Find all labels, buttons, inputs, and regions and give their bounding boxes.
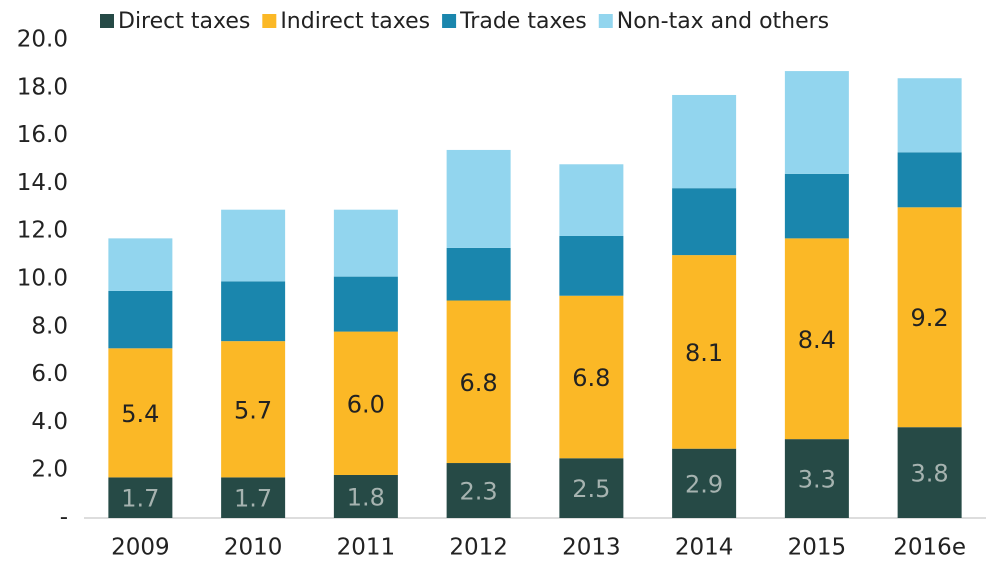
data-label: 2.9 — [685, 470, 723, 498]
bar-segment — [108, 290, 173, 349]
bar-segment — [897, 78, 962, 153]
data-label: 3.3 — [798, 466, 836, 494]
bar-segment — [897, 427, 962, 518]
bar-segment — [559, 235, 624, 296]
bar-segment — [108, 238, 173, 291]
data-label: 6.0 — [347, 390, 385, 418]
x-tick-label: 2009 — [111, 535, 170, 561]
bar-segment — [221, 209, 286, 282]
data-label: 1.8 — [347, 483, 385, 511]
bar-segment — [672, 188, 737, 256]
data-label: 6.8 — [572, 364, 610, 392]
bar-segment — [333, 331, 398, 475]
y-tick-label: 8.0 — [31, 313, 68, 339]
data-label: 1.7 — [121, 485, 159, 513]
data-label: 2.5 — [572, 475, 610, 503]
bar-segment — [333, 474, 398, 518]
legend-swatch — [100, 14, 114, 28]
data-label: 8.1 — [685, 339, 723, 367]
data-label: 9.2 — [911, 304, 949, 332]
bar-segment — [333, 209, 398, 277]
x-tick-label: 2014 — [675, 535, 734, 561]
bar-segment — [559, 295, 624, 459]
bar-segment — [784, 439, 849, 518]
x-tick-label: 2013 — [562, 535, 621, 561]
x-tick-label: 2011 — [337, 535, 396, 561]
y-tick-label: 2.0 — [31, 457, 68, 483]
bar-segment — [108, 348, 173, 478]
x-tick-label: 2015 — [788, 535, 847, 561]
data-label: 5.4 — [121, 400, 159, 428]
y-tick-label: 16.0 — [17, 122, 68, 148]
bar-segment — [221, 281, 286, 342]
bar-segment — [446, 300, 511, 464]
data-label: 1.7 — [234, 485, 272, 513]
bar-segment — [221, 341, 286, 478]
y-tick-label: 20.0 — [17, 27, 68, 53]
y-tick-label: 12.0 — [17, 218, 68, 244]
bar-segment — [559, 164, 624, 236]
bar-segment — [897, 207, 962, 428]
bar-segment — [559, 458, 624, 518]
y-tick-label: 14.0 — [17, 170, 68, 196]
data-label: 2.3 — [460, 478, 498, 506]
bar-segment — [672, 255, 737, 449]
bar-segment — [672, 94, 737, 189]
legend-swatch — [442, 14, 457, 28]
y-tick-label: 18.0 — [17, 74, 68, 100]
bar-segment — [897, 152, 962, 208]
bar-segment — [108, 477, 173, 518]
y-tick-label: 6.0 — [31, 361, 68, 387]
bar-segment — [672, 448, 737, 518]
data-label: 6.8 — [460, 369, 498, 397]
legend-label: Indirect taxes — [280, 9, 430, 34]
legend-label: Non-tax and others — [617, 9, 829, 34]
x-tick-label: 2012 — [449, 535, 508, 561]
legend-swatch — [598, 14, 613, 28]
y-tick-label: - — [60, 505, 68, 531]
legend-swatch — [262, 14, 277, 28]
bar-segment — [446, 247, 511, 301]
y-tick-label: 10.0 — [17, 266, 68, 292]
x-tick-label: 2010 — [224, 535, 283, 561]
x-tick-label: 2016e — [893, 535, 966, 561]
bar-segment — [784, 238, 849, 440]
legend-label: Direct taxes — [118, 9, 250, 34]
data-label: 3.8 — [911, 460, 949, 488]
data-label: 8.4 — [798, 326, 836, 354]
bar-segment — [221, 477, 286, 518]
legend-label: Trade taxes — [459, 9, 587, 34]
data-label: 5.7 — [234, 396, 272, 424]
bar-segment — [446, 149, 511, 248]
bar-segment — [333, 276, 398, 332]
bar-segment — [446, 463, 511, 518]
bar-segment — [784, 173, 849, 239]
y-tick-label: 4.0 — [31, 409, 68, 435]
bar-segment — [784, 71, 849, 174]
